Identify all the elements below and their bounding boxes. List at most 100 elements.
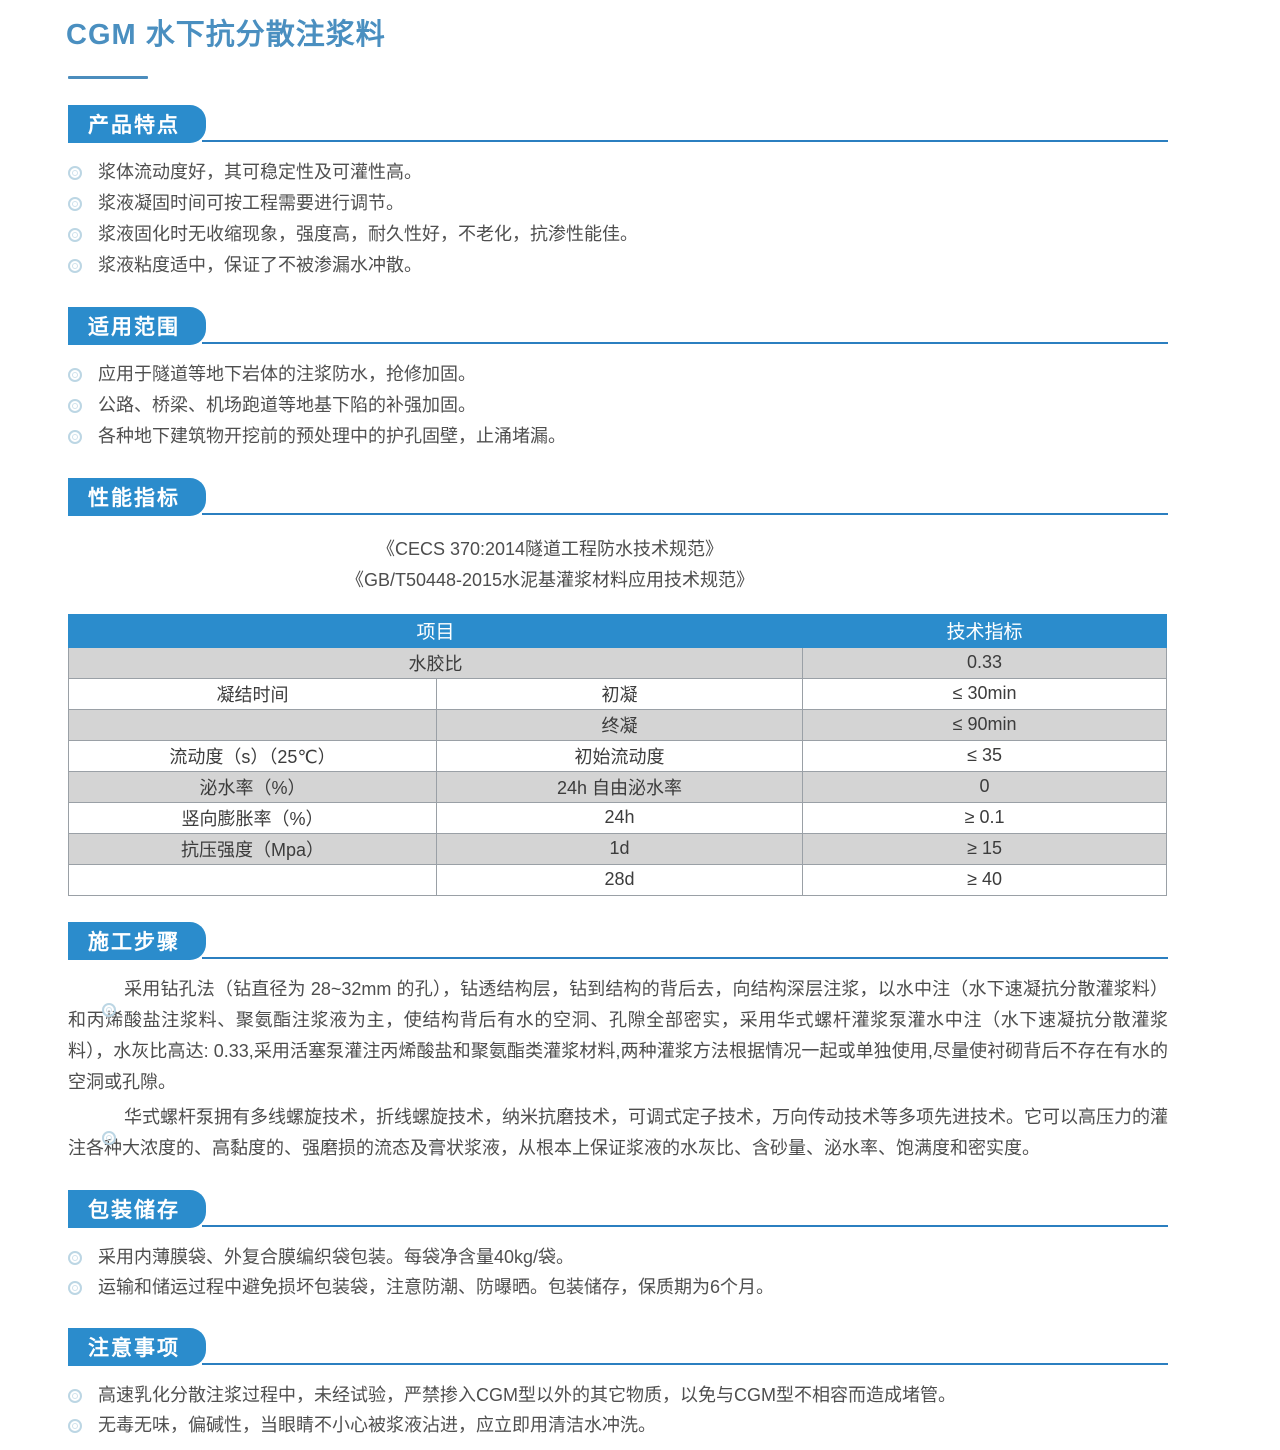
list-item: 公路、桥梁、机场跑道等地基下陷的补强加固。	[68, 390, 1280, 421]
section-packaging: 包装储存 采用内薄膜袋、外复合膜编织袋包装。每袋净含量40kg/袋。 运输和储运…	[0, 1189, 1280, 1302]
ring-bullet-icon	[68, 258, 82, 273]
list-item: 应用于隧道等地下岩体的注浆防水，抢修加固。	[68, 359, 1280, 390]
paragraph-text: 采用钻孔法（钻直径为 28~32mm 的孔），钻透结构层，钻到结构的背后去，向结…	[68, 978, 1168, 1092]
paragraph: 华式螺杆泵拥有多线螺旋技术，折线螺旋技术，纳米抗磨技术，可调式定子技术，万向传动…	[68, 1102, 1168, 1164]
cell-value: ≥ 15	[802, 832, 1168, 865]
ring-bullet-icon	[68, 367, 82, 382]
cell-item: 竖向膨胀率（%）	[68, 801, 437, 834]
features-list: 浆体流动度好，其可稳定性及可灌性高。 浆液凝固时间可按工程需要进行调节。 浆液固…	[0, 157, 1280, 281]
section-title-notes: 注意事项	[68, 1327, 206, 1366]
cell-item: 泌水率（%）	[68, 770, 437, 803]
section-divider-line	[202, 341, 1168, 344]
column-header-item: 项目	[67, 613, 804, 648]
list-item-text: 应用于隧道等地下岩体的注浆防水，抢修加固。	[98, 363, 476, 384]
list-item: 运输和储运过程中避免损坏包装袋，注意防潮、防曝晒。包装储存，保质期为6个月。	[68, 1272, 1280, 1302]
performance-spec-table: 项目 技术指标 水胶比 0.33 凝结时间 初凝 ≤ 30min	[67, 613, 1168, 896]
ring-bullet-icon	[68, 1388, 82, 1403]
table-row: 泌水率（%） 24h 自由泌水率 0	[68, 770, 1168, 803]
cell-sub: 24h	[435, 801, 804, 834]
section-header-steps: 施工步骤	[68, 921, 1168, 960]
cell-sub: 初始流动度	[435, 739, 804, 772]
list-item: 采用内薄膜袋、外复合膜编织袋包装。每袋净含量40kg/袋。	[68, 1242, 1280, 1272]
cell-value: 0.33	[802, 646, 1168, 679]
section-divider-line	[202, 1224, 1168, 1227]
steps-paragraphs: 采用钻孔法（钻直径为 28~32mm 的孔），钻透结构层，钻到结构的背后去，向结…	[0, 974, 1280, 1164]
packaging-list: 采用内薄膜袋、外复合膜编织袋包装。每袋净含量40kg/袋。 运输和储运过程中避免…	[0, 1242, 1280, 1302]
spec-table-container: 项目 技术指标 水胶比 0.33 凝结时间 初凝 ≤ 30min	[67, 613, 1168, 896]
list-item-text: 采用内薄膜袋、外复合膜编织袋包装。每袋净含量40kg/袋。	[98, 1246, 575, 1267]
list-item-text: 高速乳化分散注浆过程中，未经试验，严禁掺入CGM型以外的其它物质，以免与CGM型…	[98, 1384, 956, 1405]
list-item-text: 浆体流动度好，其可稳定性及可灌性高。	[98, 161, 422, 182]
table-row: 终凝 ≤ 90min	[68, 708, 1168, 741]
table-row: 凝结时间 初凝 ≤ 30min	[68, 677, 1168, 710]
paragraph: 采用钻孔法（钻直径为 28~32mm 的孔），钻透结构层，钻到结构的背后去，向结…	[68, 974, 1168, 1098]
ring-bullet-icon	[68, 398, 82, 413]
cell-value: ≥ 40	[802, 863, 1168, 896]
cell-item: 抗压强度（Mpa）	[68, 832, 437, 865]
list-item: 各种地下建筑物开挖前的预处理中的护孔固壁，止涌堵漏。	[68, 421, 1280, 452]
column-header-value: 技术指标	[802, 613, 1168, 648]
cell-sub: 1d	[435, 832, 804, 865]
cell-sub: 终凝	[435, 708, 804, 741]
cell-item	[68, 863, 437, 896]
list-item-text: 浆液粘度适中，保证了不被渗漏水冲散。	[98, 254, 422, 275]
cell-item: 流动度（s）（25℃）	[68, 739, 437, 772]
ring-bullet-icon	[102, 1002, 116, 1017]
section-features: 产品特点 浆体流动度好，其可稳定性及可灌性高。 浆液凝固时间可按工程需要进行调节…	[0, 104, 1280, 281]
ring-bullet-icon	[68, 165, 82, 180]
cell-sub: 初凝	[435, 677, 804, 710]
list-item: 高速乳化分散注浆过程中，未经试验，严禁掺入CGM型以外的其它物质，以免与CGM型…	[68, 1380, 1280, 1410]
list-item-text: 各种地下建筑物开挖前的预处理中的护孔固壁，止涌堵漏。	[98, 425, 566, 446]
section-performance: 性能指标 《CECS 370:2014隧道工程防水技术规范》 《GB/T5044…	[0, 477, 1280, 896]
list-item-text: 浆液固化时无收缩现象，强度高，耐久性好，不老化，抗渗性能佳。	[98, 223, 638, 244]
title-underline-accent	[68, 75, 148, 79]
standard-reference: 《CECS 370:2014隧道工程防水技术规范》	[376, 538, 724, 559]
list-item: 浆液粘度适中，保证了不被渗漏水冲散。	[68, 250, 1280, 281]
section-title-steps: 施工步骤	[68, 921, 206, 960]
list-item-text: 无毒无味，偏碱性，当眼睛不小心被浆液沾进，应立即用清洁水冲洗。	[98, 1414, 656, 1435]
paragraph-text: 华式螺杆泵拥有多线螺旋技术，折线螺旋技术，纳米抗磨技术，可调式定子技术，万向传动…	[68, 1106, 1168, 1158]
list-item: 浆液固化时无收缩现象，强度高，耐久性好，不老化，抗渗性能佳。	[68, 219, 1280, 250]
cell-value: 0	[802, 770, 1168, 803]
cell-value: ≤ 30min	[802, 677, 1168, 710]
table-row: 流动度（s）（25℃） 初始流动度 ≤ 35	[68, 739, 1168, 772]
standard-reference: 《GB/T50448-2015水泥基灌浆材料应用技术规范》	[345, 569, 755, 590]
scope-list: 应用于隧道等地下岩体的注浆防水，抢修加固。 公路、桥梁、机场跑道等地基下陷的补强…	[0, 359, 1280, 452]
ring-bullet-icon	[68, 196, 82, 211]
ring-bullet-icon	[68, 1418, 82, 1433]
cell-value: ≤ 90min	[802, 708, 1168, 741]
section-steps: 施工步骤 采用钻孔法（钻直径为 28~32mm 的孔），钻透结构层，钻到结构的背…	[0, 921, 1280, 1164]
list-item-text: 浆液凝固时间可按工程需要进行调节。	[98, 192, 404, 213]
section-divider-line	[202, 956, 1168, 959]
ring-bullet-icon	[68, 227, 82, 242]
list-item-text: 运输和储运过程中避免损坏包装袋，注意防潮、防曝晒。包装储存，保质期为6个月。	[98, 1276, 775, 1297]
ring-bullet-icon	[102, 1130, 116, 1145]
section-divider-line	[202, 1362, 1168, 1365]
notes-list: 高速乳化分散注浆过程中，未经试验，严禁掺入CGM型以外的其它物质，以免与CGM型…	[0, 1380, 1280, 1440]
table-row: 28d ≥ 40	[68, 863, 1168, 896]
page-title: CGM 水下抗分散注浆料	[66, 19, 386, 51]
section-header-scope: 适用范围	[68, 306, 1168, 345]
list-item-text: 公路、桥梁、机场跑道等地基下陷的补强加固。	[98, 394, 476, 415]
section-title-scope: 适用范围	[68, 306, 206, 345]
list-item: 浆体流动度好，其可稳定性及可灌性高。	[68, 157, 1280, 188]
section-divider-line	[202, 139, 1168, 142]
table-header-row: 项目 技术指标	[67, 613, 1168, 648]
section-title-performance: 性能指标	[68, 477, 206, 516]
section-notes: 注意事项 高速乳化分散注浆过程中，未经试验，严禁掺入CGM型以外的其它物质，以免…	[0, 1327, 1280, 1440]
cell-value: ≤ 35	[802, 739, 1168, 772]
section-divider-line	[202, 512, 1168, 515]
list-item: 无毒无味，偏碱性，当眼睛不小心被浆液沾进，应立即用清洁水冲洗。	[68, 1410, 1280, 1440]
section-header-notes: 注意事项	[68, 1327, 1168, 1366]
cell-item	[68, 708, 437, 741]
ring-bullet-icon	[68, 429, 82, 444]
section-header-packaging: 包装储存	[68, 1189, 1168, 1228]
cell-value: ≥ 0.1	[802, 801, 1168, 834]
standards-references: 《CECS 370:2014隧道工程防水技术规范》 《GB/T50448-201…	[0, 534, 1280, 596]
section-title-packaging: 包装储存	[68, 1189, 206, 1228]
cell-item: 水胶比	[67, 646, 804, 679]
list-item: 浆液凝固时间可按工程需要进行调节。	[68, 188, 1280, 219]
cell-sub: 28d	[435, 863, 804, 896]
section-scope: 适用范围 应用于隧道等地下岩体的注浆防水，抢修加固。 公路、桥梁、机场跑道等地基…	[0, 306, 1280, 452]
